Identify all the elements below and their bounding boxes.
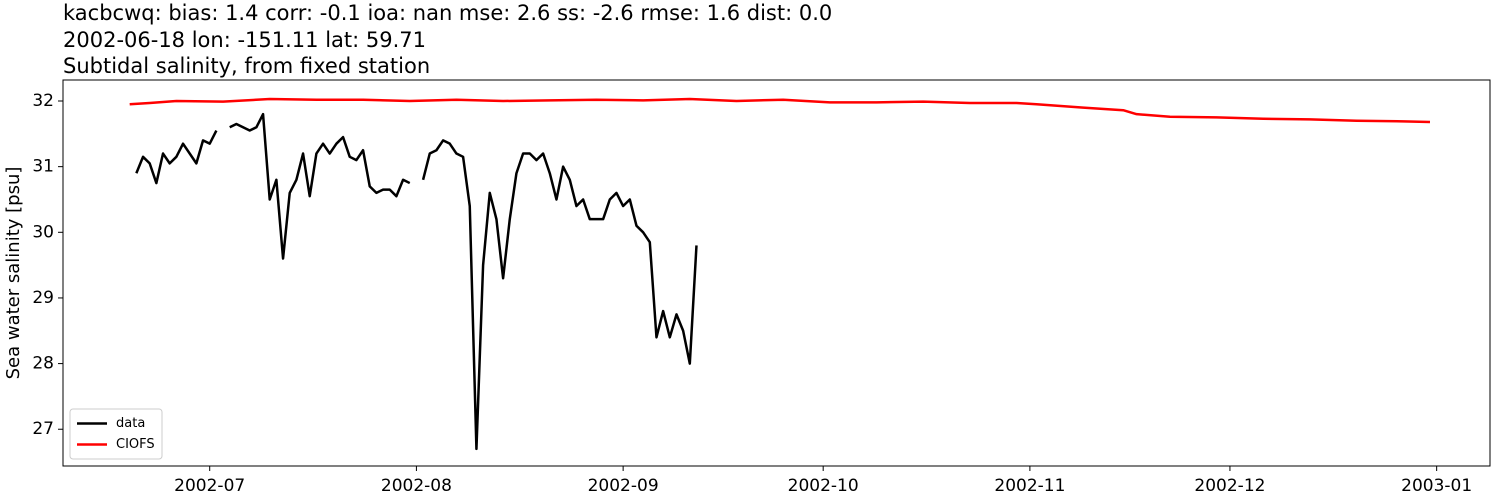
y-tick-label: 28 [32, 354, 54, 374]
chart-subtitle: Subtidal salinity, from fixed station [63, 54, 430, 78]
legend-box [69, 408, 163, 460]
x-tick-label: 2002-10 [788, 476, 859, 496]
legend-label: CIOFS [116, 437, 155, 452]
y-tick-label: 30 [32, 222, 54, 242]
x-tick-label: 2002-12 [1194, 476, 1265, 496]
chart-subtitle: 2002-06-18 lon: -151.11 lat: 59.71 [63, 28, 426, 52]
x-tick-label: 2002-07 [174, 476, 245, 496]
x-tick-label: 2002-09 [588, 476, 659, 496]
y-tick-label: 32 [32, 91, 54, 111]
legend: data CIOFS [69, 408, 163, 460]
chart-title: kacbcwq: bias: 1.4 corr: -0.1 ioa: nan m… [63, 1, 832, 25]
y-tick-label: 27 [32, 419, 54, 439]
data-line [129, 97, 1431, 124]
plot-frame [62, 79, 1491, 467]
y-tick-label: 29 [32, 288, 54, 308]
y-tick-label: 31 [32, 157, 54, 177]
x-tick-label: 2003-01 [1401, 476, 1472, 496]
y-axis-label: Sea water salinity [psu] [3, 167, 24, 380]
x-tick-label: 2002-11 [994, 476, 1065, 496]
legend-label: data [116, 416, 145, 431]
x-tick-label: 2002-08 [381, 476, 452, 496]
data-line [135, 112, 698, 451]
